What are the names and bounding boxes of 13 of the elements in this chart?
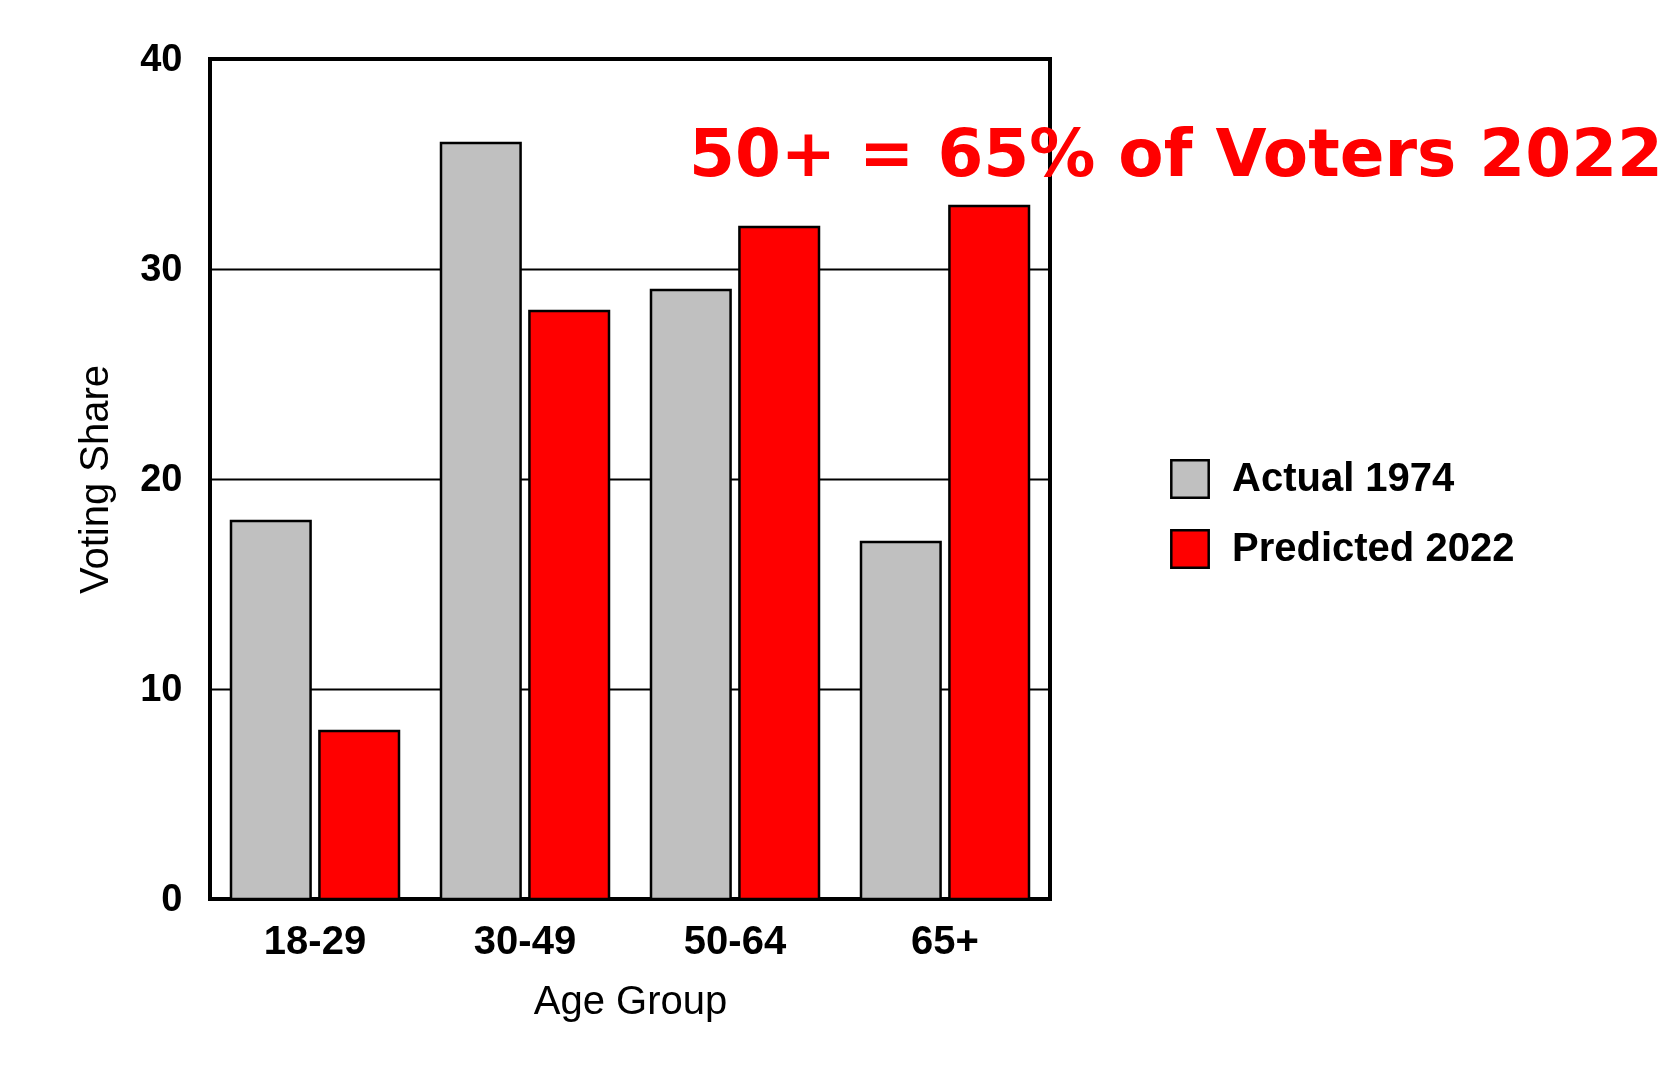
y-tick-label: 40	[140, 36, 183, 79]
x-tick-label: 18-29	[263, 917, 367, 962]
x-tick-label: 30-49	[473, 917, 577, 962]
y-tick-label: 20	[140, 456, 183, 499]
y-tick-label: 0	[161, 876, 183, 919]
legend-label: Actual 1974	[1232, 455, 1456, 499]
y-axis-title: Voting Share	[72, 364, 117, 595]
y-tick-label: 10	[140, 666, 183, 709]
y-tick-label: 30	[140, 246, 183, 289]
x-tick-label: 50-64	[683, 917, 787, 962]
x-tick-label: 65+	[911, 917, 979, 962]
x-axis-title: Age Group	[533, 977, 728, 1022]
legend-label: Predicted 2022	[1232, 525, 1515, 569]
